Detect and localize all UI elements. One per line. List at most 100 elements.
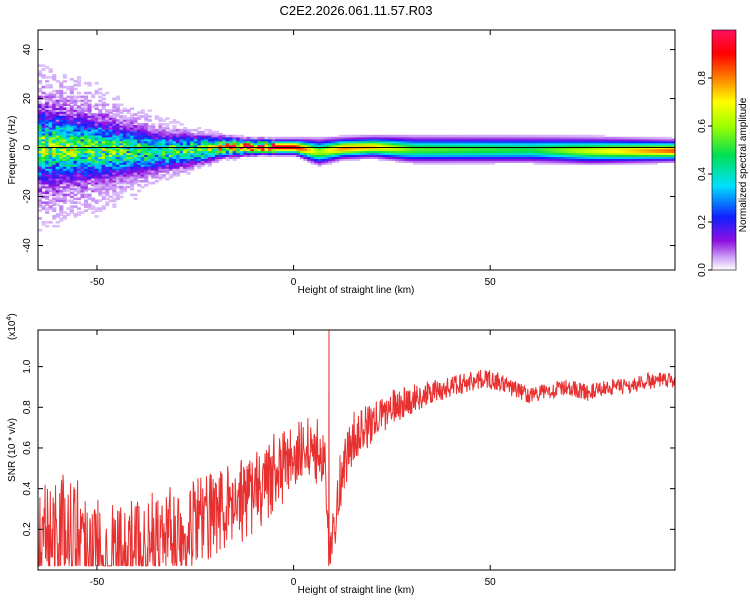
heatmap-cell xyxy=(115,160,120,163)
heatmap-cell xyxy=(303,152,308,155)
heatmap-cell xyxy=(568,152,573,155)
heatmap-cell xyxy=(540,156,545,159)
heatmap-cell xyxy=(657,144,662,148)
heatmap-cell xyxy=(671,140,675,144)
heatmap-cell xyxy=(466,148,471,152)
heatmap-cell xyxy=(112,121,117,124)
heatmap-cell xyxy=(353,150,358,154)
heatmap-cell xyxy=(646,144,651,148)
heatmap-cell xyxy=(94,152,99,155)
heatmap-cell xyxy=(144,168,149,171)
heatmap-cell xyxy=(222,144,227,148)
heatmap-cell xyxy=(108,187,113,191)
heatmap-cell xyxy=(55,215,60,218)
heatmap-cell xyxy=(87,166,92,169)
heatmap-cell xyxy=(38,152,43,155)
heatmap-cell xyxy=(522,144,527,148)
heatmap-cell xyxy=(140,164,145,167)
heatmap-cell xyxy=(232,144,237,148)
heatmap-cell xyxy=(353,158,358,161)
heatmap-cell xyxy=(586,152,591,155)
heatmap-cell xyxy=(384,144,389,148)
heatmap-cell xyxy=(200,132,205,136)
heatmap-cell xyxy=(119,138,124,142)
heatmap-cell xyxy=(473,144,478,148)
heatmap-cell xyxy=(483,160,488,163)
heatmap-cell xyxy=(115,158,120,161)
heatmap-cell xyxy=(45,119,50,122)
heatmap-cell xyxy=(363,142,368,146)
heatmap-cell xyxy=(324,152,329,155)
heatmap-cell xyxy=(526,150,531,154)
heatmap-cell xyxy=(126,140,131,144)
heatmap-cell xyxy=(108,111,113,114)
heatmap-cell xyxy=(211,160,216,163)
heatmap-cell xyxy=(147,119,152,122)
heatmap-cell xyxy=(45,76,50,79)
heatmap-cell xyxy=(459,136,464,140)
heatmap-cell xyxy=(420,142,425,146)
snr-y-ticks: 0.20.40.60.81.0 xyxy=(22,359,675,536)
heatmap-cell xyxy=(554,140,559,144)
heatmap-cell xyxy=(285,142,290,146)
heatmap-cell xyxy=(321,160,326,163)
heatmap-cell xyxy=(41,158,46,161)
heatmap-cell xyxy=(413,152,418,155)
heatmap-cell xyxy=(186,128,191,132)
heatmap-cell xyxy=(45,142,50,146)
heatmap-cell xyxy=(41,164,46,167)
heatmap-cell xyxy=(529,148,534,152)
heatmap-cell xyxy=(512,142,517,146)
heatmap-cell xyxy=(84,199,89,203)
heatmap-cell xyxy=(147,130,152,134)
heatmap-cell xyxy=(508,138,513,142)
heatmap-cell xyxy=(427,156,432,159)
heatmap-cell xyxy=(391,148,396,152)
heatmap-cell xyxy=(101,176,106,179)
heatmap-cell xyxy=(147,166,152,169)
heatmap-cell xyxy=(112,187,117,191)
heatmap-cell xyxy=(512,152,517,155)
heatmap-cell xyxy=(381,142,386,146)
heatmap-cell xyxy=(583,134,588,138)
heatmap-cell xyxy=(76,91,81,95)
heatmap-cell xyxy=(597,152,602,155)
heatmap-cell xyxy=(84,189,89,193)
heatmap-cell xyxy=(161,166,166,169)
heatmap-cell xyxy=(115,170,120,173)
heatmap-cell xyxy=(452,136,457,140)
heatmap-cell xyxy=(151,152,156,155)
heatmap-cell xyxy=(561,134,566,138)
heatmap-cell xyxy=(176,168,181,171)
heatmap-cell xyxy=(607,150,612,154)
heatmap-cell xyxy=(108,168,113,171)
heatmap-cell xyxy=(165,164,170,167)
heatmap-cell xyxy=(87,156,92,159)
heatmap-cell xyxy=(324,144,329,148)
heatmap-cell xyxy=(473,160,478,163)
heatmap-cell xyxy=(126,160,131,163)
heatmap-cell xyxy=(38,64,43,67)
heatmap-cell xyxy=(621,136,626,140)
heatmap-cell xyxy=(437,154,442,157)
heatmap-cell xyxy=(38,199,43,203)
heatmap-cell xyxy=(310,160,315,163)
heatmap-cell xyxy=(52,203,57,206)
heatmap-cell xyxy=(94,91,99,95)
heatmap-cell xyxy=(41,109,46,112)
heatmap-cell xyxy=(402,134,407,138)
figure-title: C2E2.2026.061.11.57.R03 xyxy=(280,3,433,18)
heatmap-cell xyxy=(122,132,127,136)
heatmap-cell xyxy=(176,164,181,167)
heatmap-cell xyxy=(657,136,662,140)
heatmap-cell xyxy=(41,130,46,134)
heatmap-cell xyxy=(473,134,478,138)
snr-panel: -50 0 50 0.20.40.60.81.0 Height of straigh… xyxy=(6,313,676,596)
heatmap-cell xyxy=(289,150,294,154)
heatmap-cell xyxy=(41,117,46,120)
heatmap-cell xyxy=(84,113,89,116)
heatmap-cell xyxy=(158,160,163,163)
heatmap-cell xyxy=(452,138,457,142)
heatmap-cell xyxy=(98,179,103,183)
heatmap-cell xyxy=(483,144,488,148)
